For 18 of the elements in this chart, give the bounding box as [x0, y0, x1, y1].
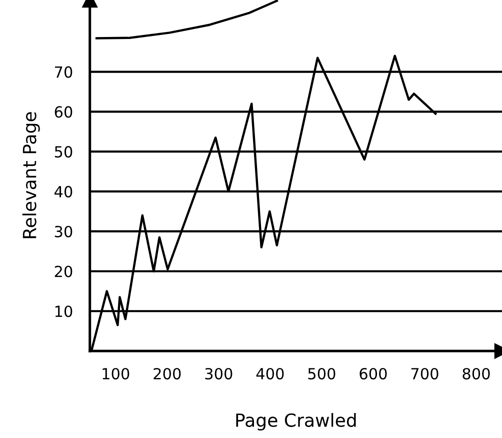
y-tick-label: 70	[55, 66, 72, 78]
x-tick-label: 700	[411, 368, 438, 380]
x-tick-label: 400	[256, 368, 284, 380]
y-tick-label: 20	[54, 266, 72, 278]
y-tick-label: 60	[54, 106, 72, 118]
y-tick-label: 50	[54, 146, 72, 158]
y-tick-label: 10	[55, 306, 72, 318]
x-tick-label: 600	[360, 368, 387, 380]
x-tick-label: 500	[308, 368, 336, 380]
line-series	[95, 0, 278, 40]
y-tick-label: 40	[54, 186, 72, 198]
y-tick-label: 30	[54, 226, 72, 238]
x-tick-label: 200	[154, 368, 181, 380]
x-tick-label: 100	[102, 368, 130, 380]
x-axis-title: Page Crawled	[236, 413, 356, 430]
x-tick-label: 800	[462, 368, 490, 380]
x-tick-label: 300	[205, 368, 232, 380]
y-axis-title: Relevant Page	[22, 112, 40, 238]
